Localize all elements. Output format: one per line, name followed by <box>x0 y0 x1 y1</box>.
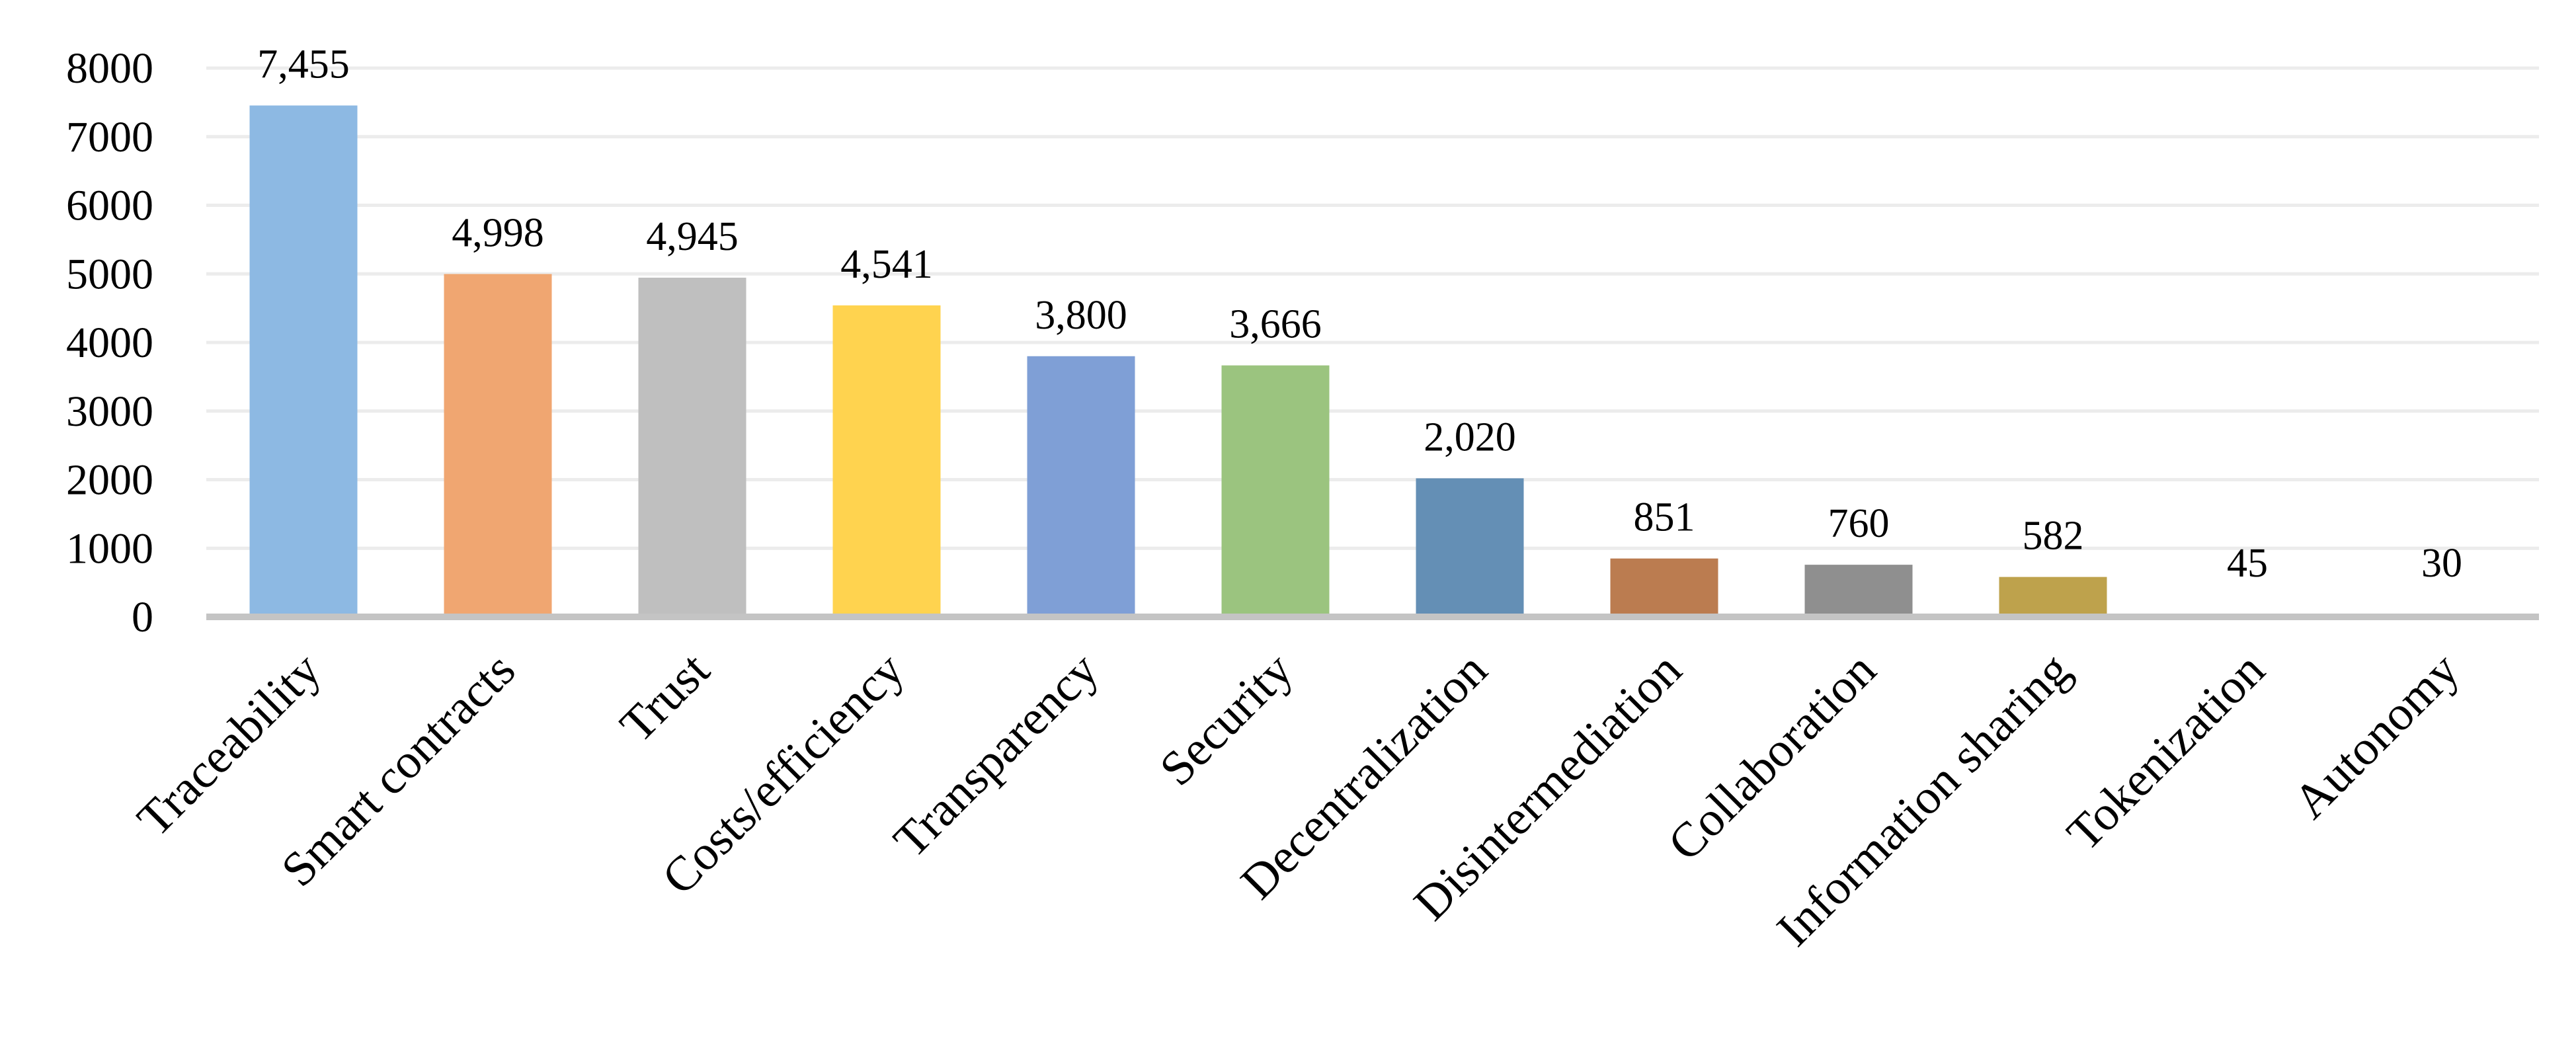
x-category-label: Tokenization <box>2057 643 2275 861</box>
y-tick-label: 8000 <box>66 44 153 93</box>
bar <box>1610 558 1718 617</box>
bars <box>249 105 2496 617</box>
bar <box>1221 365 1330 617</box>
data-label: 4,945 <box>646 214 739 259</box>
data-label: 4,541 <box>840 242 933 287</box>
data-label: 7,455 <box>257 42 350 87</box>
y-tick-label: 1000 <box>66 524 153 573</box>
data-labels: 7,455 4,998 4,945 4,541 3,800 3,666 2,020 851 76… <box>257 42 2462 586</box>
bar <box>1416 478 1524 617</box>
data-label: 30 <box>2421 541 2462 586</box>
data-label: 3,666 <box>1229 302 1322 347</box>
y-axis-tick-labels: 0 1000 2000 3000 4000 5000 6000 7000 8000 <box>66 44 153 641</box>
y-tick-label: 5000 <box>66 250 153 298</box>
y-tick-label: 2000 <box>66 456 153 504</box>
bar <box>1804 565 1913 617</box>
data-label: 45 <box>2227 541 2268 586</box>
data-label: 851 <box>1634 495 1695 540</box>
x-category-label: Transparency <box>883 643 1109 868</box>
data-label: 760 <box>1828 501 1890 546</box>
bar <box>1027 356 1135 617</box>
y-tick-label: 4000 <box>66 319 153 367</box>
y-tick-label: 0 <box>132 593 153 641</box>
y-tick-label: 6000 <box>66 182 153 230</box>
data-label: 4,998 <box>452 210 544 255</box>
data-label: 582 <box>2023 514 2084 559</box>
bar <box>444 274 552 617</box>
bar <box>249 105 358 617</box>
x-category-label: Trust <box>610 643 720 753</box>
gridlines <box>206 66 2539 550</box>
data-label: 2,020 <box>1424 415 1516 460</box>
data-label: 3,800 <box>1035 293 1127 338</box>
bar <box>1999 577 2107 617</box>
x-category-label: Autonomy <box>2283 643 2470 829</box>
x-category-label: Traceability <box>127 643 331 847</box>
y-tick-label: 7000 <box>66 113 153 161</box>
x-category-label: Security <box>1150 643 1303 796</box>
bar <box>832 305 941 617</box>
bar <box>638 277 746 617</box>
y-tick-label: 3000 <box>66 387 153 436</box>
